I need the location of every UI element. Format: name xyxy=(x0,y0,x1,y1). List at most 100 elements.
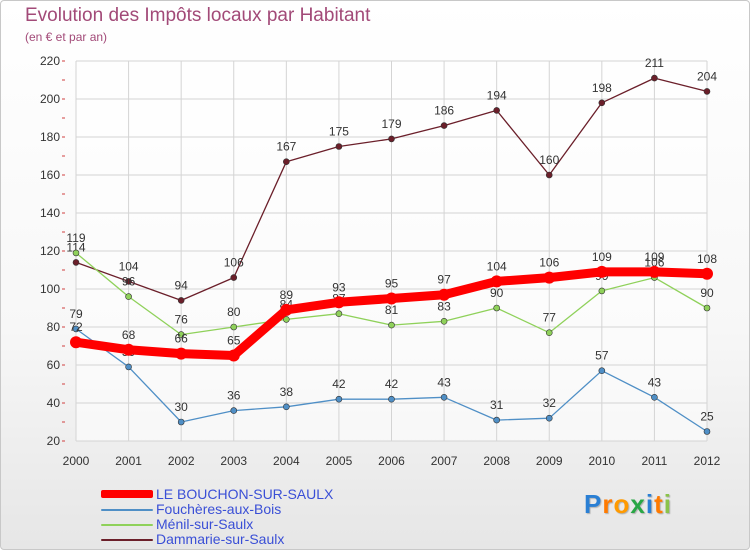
data-point xyxy=(335,395,343,403)
data-point xyxy=(703,88,711,95)
data-point xyxy=(227,349,240,362)
data-point xyxy=(230,323,238,331)
data-point xyxy=(388,321,395,329)
legend-item-bouchon[interactable]: LE BOUCHON-SUR-SAULX xyxy=(101,487,401,502)
data-label: 94 xyxy=(174,278,188,292)
logo-letter: x xyxy=(630,489,646,519)
data-label: 96 xyxy=(122,275,136,289)
proxiti-logo: Proxiti xyxy=(584,489,672,520)
data-point xyxy=(490,275,503,288)
x-tick-label: 2012 xyxy=(694,454,721,468)
data-point xyxy=(545,171,553,179)
data-point xyxy=(335,143,343,150)
y-tick-label: 220 xyxy=(40,54,60,68)
y-tick-label: 120 xyxy=(40,244,60,258)
x-tick-label: 2010 xyxy=(588,454,615,468)
x-tick-label: 2000 xyxy=(63,454,90,468)
y-tick-label: 100 xyxy=(40,282,60,296)
data-label: 108 xyxy=(697,252,717,266)
data-label: 106 xyxy=(224,256,244,270)
legend-item-foucheres[interactable]: Fouchères-aux-Bois xyxy=(101,502,401,517)
data-point xyxy=(703,428,711,435)
data-label: 109 xyxy=(592,250,612,264)
logo-letter: i xyxy=(663,489,672,519)
data-label: 186 xyxy=(434,104,454,118)
x-tick-label: 2005 xyxy=(326,454,353,468)
y-tick-label: 180 xyxy=(40,130,60,144)
data-label: 211 xyxy=(645,56,664,70)
data-point xyxy=(703,304,711,312)
data-point xyxy=(280,303,293,316)
x-tick-label: 2004 xyxy=(273,454,300,468)
data-label: 68 xyxy=(122,328,136,342)
x-tick-label: 2011 xyxy=(642,454,668,468)
data-point xyxy=(545,414,553,422)
data-label: 38 xyxy=(280,385,294,399)
data-label: 65 xyxy=(227,334,241,348)
data-label: 43 xyxy=(437,375,451,389)
logo-letter: o xyxy=(613,489,631,519)
data-point xyxy=(701,267,713,280)
data-label: 80 xyxy=(227,305,241,319)
data-point xyxy=(493,107,500,114)
data-label: 30 xyxy=(174,400,188,414)
legend-item-dammarie[interactable]: Dammarie-sur-Saulx xyxy=(101,532,401,547)
data-point xyxy=(598,99,606,107)
data-point xyxy=(177,331,185,338)
y-tick-label: 60 xyxy=(47,358,61,372)
data-label: 93 xyxy=(332,280,346,294)
y-tick-label: 80 xyxy=(47,320,61,334)
y-tick-label: 20 xyxy=(47,434,61,448)
data-point xyxy=(438,288,451,301)
data-label: 198 xyxy=(592,81,612,95)
data-point xyxy=(283,158,290,165)
data-point xyxy=(440,317,448,325)
data-label: 97 xyxy=(437,273,451,287)
data-point xyxy=(493,304,500,312)
data-label: 106 xyxy=(644,256,664,270)
y-tick-label: 160 xyxy=(40,168,60,182)
data-label: 204 xyxy=(697,69,717,83)
data-point xyxy=(335,310,343,318)
logo-letter: P xyxy=(584,489,603,519)
y-tick-label: 140 xyxy=(40,206,60,220)
legend-swatch-menil xyxy=(101,524,153,526)
data-point xyxy=(230,407,238,414)
data-label: 160 xyxy=(539,153,559,167)
chart-subtitle: (en € et par an) xyxy=(25,30,108,44)
data-label: 95 xyxy=(385,277,399,291)
legend-item-menil[interactable]: Ménil-sur-Saulx xyxy=(101,517,401,532)
data-point xyxy=(125,278,132,285)
data-label: 77 xyxy=(543,311,557,325)
logo-letter: t xyxy=(654,489,664,519)
data-point xyxy=(125,363,132,371)
data-point xyxy=(595,265,608,278)
data-point xyxy=(175,347,188,360)
data-point xyxy=(122,343,135,356)
legend-swatch-bouchon xyxy=(101,490,153,498)
data-point xyxy=(70,336,82,349)
data-label: 179 xyxy=(381,117,401,131)
y-tick-label: 200 xyxy=(40,92,60,106)
data-label: 119 xyxy=(66,231,85,245)
x-tick-label: 2007 xyxy=(431,454,458,468)
data-point xyxy=(177,297,185,304)
legend-label-foucheres: Fouchères-aux-Bois xyxy=(156,501,282,517)
data-point xyxy=(651,74,658,82)
data-label: 36 xyxy=(227,389,241,403)
data-point xyxy=(598,367,606,375)
data-label: 104 xyxy=(487,259,507,273)
chart-legend: LE BOUCHON-SUR-SAULX Fouchères-aux-Bois … xyxy=(101,487,401,547)
data-label: 57 xyxy=(595,349,609,363)
data-label: 104 xyxy=(119,259,139,273)
legend-swatch-dammarie xyxy=(101,539,153,541)
data-label: 175 xyxy=(329,125,349,139)
data-label: 114 xyxy=(66,240,85,254)
data-label: 42 xyxy=(332,377,346,391)
data-label: 25 xyxy=(700,410,714,424)
logo-letter: i xyxy=(645,489,655,519)
data-point xyxy=(598,287,606,295)
data-label: 90 xyxy=(490,286,504,300)
